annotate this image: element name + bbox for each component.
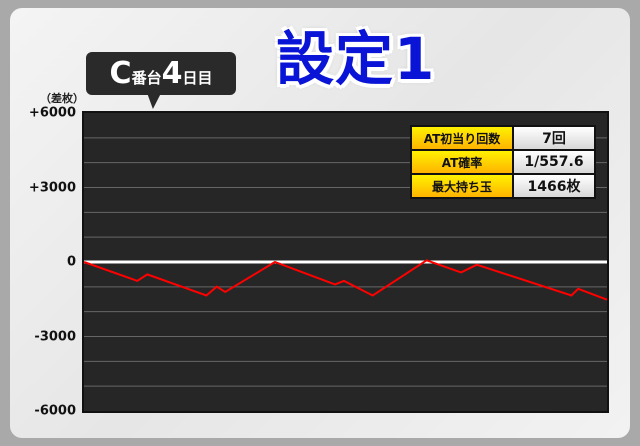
stat-value: 7回 — [514, 127, 594, 149]
machine-day-badge: C 番台 4 日目 — [86, 52, 236, 95]
y-tick-label: -3000 — [34, 329, 76, 344]
series-line — [83, 259, 608, 301]
stat-label: AT初当り回数 — [412, 127, 512, 149]
y-tick-label: 0 — [66, 254, 76, 270]
y-tick-label: +6000 — [28, 105, 76, 121]
y-tick-label: -6000 — [34, 403, 76, 419]
stat-row: 最大持ち玉 1466枚 — [412, 175, 594, 197]
day-number: 4 — [161, 56, 183, 91]
stat-label: 最大持ち玉 — [412, 175, 512, 197]
stat-label: AT確率 — [412, 151, 512, 173]
stat-row: AT初当り回数 7回 — [412, 127, 594, 149]
stat-value: 1/557.6 — [514, 151, 594, 173]
stat-value: 1466枚 — [514, 175, 594, 197]
stat-row: AT確率 1/557.6 — [412, 151, 594, 173]
setting-title: 設定1 — [276, 25, 436, 93]
day-suffix: 日目 — [182, 69, 213, 87]
y-tick-label: +3000 — [28, 180, 76, 195]
y-axis-label: （差枚） — [40, 92, 84, 105]
machine-suffix: 番台 — [131, 69, 162, 87]
stats-table: AT初当り回数 7回 AT確率 1/557.6 最大持ち玉 1466枚 — [410, 125, 596, 199]
machine-id: C — [109, 56, 132, 91]
